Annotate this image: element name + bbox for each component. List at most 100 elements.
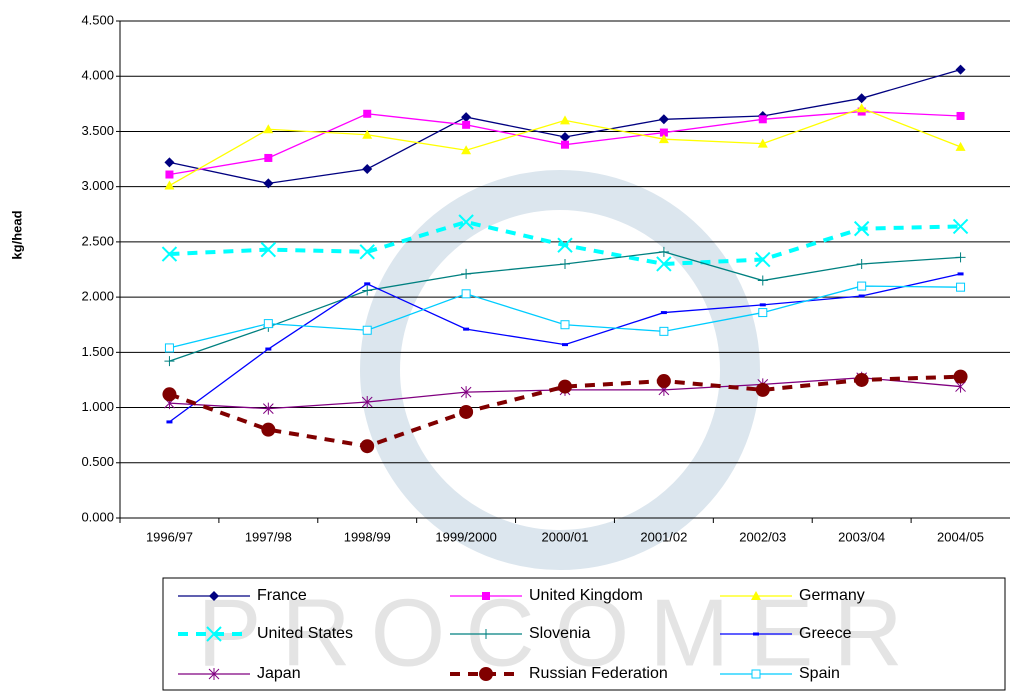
marker [956,282,966,292]
marker [166,420,173,424]
marker [161,246,178,262]
marker [659,326,669,336]
marker [263,124,274,134]
y-tick-label: 2.000 [81,289,114,304]
y-tick-label: 0.000 [81,509,114,524]
marker [751,669,761,679]
x-tick-label: 2003/04 [838,529,885,544]
marker [164,356,175,367]
marker [458,214,474,230]
marker [957,272,964,276]
marker [557,237,573,253]
series-line [169,285,961,349]
marker [656,256,672,272]
marker [955,141,966,151]
y-tick-label: 1.000 [81,399,114,414]
legend-label: Slovenia [529,625,590,642]
series-line [169,219,961,266]
x-tick-label: 1997/98 [245,529,292,544]
marker [856,93,867,104]
legend-label: United Kingdom [529,587,643,604]
marker [265,347,272,351]
marker [263,319,273,329]
x-tick-label: 2000/01 [542,529,589,544]
marker [854,372,869,387]
x-tick-label: 1996/97 [146,529,193,544]
marker [463,327,470,331]
marker [263,178,274,189]
marker [853,220,870,237]
y-axis-label: kg/head [9,210,24,259]
marker [660,311,667,315]
marker [956,111,965,120]
marker [560,258,570,269]
marker [753,632,759,636]
y-tick-label: 2.500 [81,233,114,248]
marker [955,64,966,75]
marker [362,163,373,174]
x-tick-label: 2001/02 [640,529,687,544]
legend-label: Russian Federation [529,665,668,682]
marker [481,629,491,639]
marker [362,285,373,296]
marker [658,246,669,257]
marker [164,157,175,168]
marker [955,252,966,263]
marker [658,134,669,144]
marker [164,180,175,190]
marker [759,303,766,307]
marker [560,115,570,125]
marker [856,258,867,269]
x-tick-label: 2004/05 [937,529,984,544]
marker [751,591,761,600]
marker [479,667,493,681]
y-tick-label: 4.000 [81,68,114,83]
marker [558,379,572,394]
marker [461,289,471,299]
y-tick-label: 4.500 [81,12,114,27]
marker [858,294,865,298]
marker [459,404,474,419]
marker [164,343,174,353]
marker [953,369,968,384]
marker [208,668,220,680]
marker [165,170,174,179]
marker [560,320,570,330]
legend-label: Japan [257,665,301,682]
marker [363,109,372,118]
marker [857,281,867,291]
marker [461,268,472,279]
marker [656,374,671,389]
marker [362,129,373,139]
marker [209,591,219,601]
marker [462,120,471,129]
marker [757,275,768,286]
y-tick-label: 3.000 [81,178,114,193]
marker [758,308,768,318]
marker [361,396,373,409]
marker [561,140,569,149]
x-tick-label: 2002/03 [739,529,786,544]
marker [206,626,222,642]
y-tick-label: 3.500 [81,123,114,138]
x-tick-label: 1998/99 [344,529,391,544]
marker [757,138,768,148]
legend-label: France [257,587,307,604]
legend-label: Greece [799,625,852,642]
marker [260,241,277,258]
marker [482,592,490,600]
marker [261,422,276,437]
x-tick-label: 1999/2000 [435,529,496,544]
marker [755,382,770,397]
marker [659,128,668,137]
marker [461,112,472,123]
y-tick-label: 1.500 [81,344,114,359]
series-line [169,273,961,423]
marker [359,244,375,260]
marker [562,343,568,347]
marker [560,131,570,142]
watermark-globe [360,170,760,570]
marker [360,439,375,454]
marker [952,218,969,235]
